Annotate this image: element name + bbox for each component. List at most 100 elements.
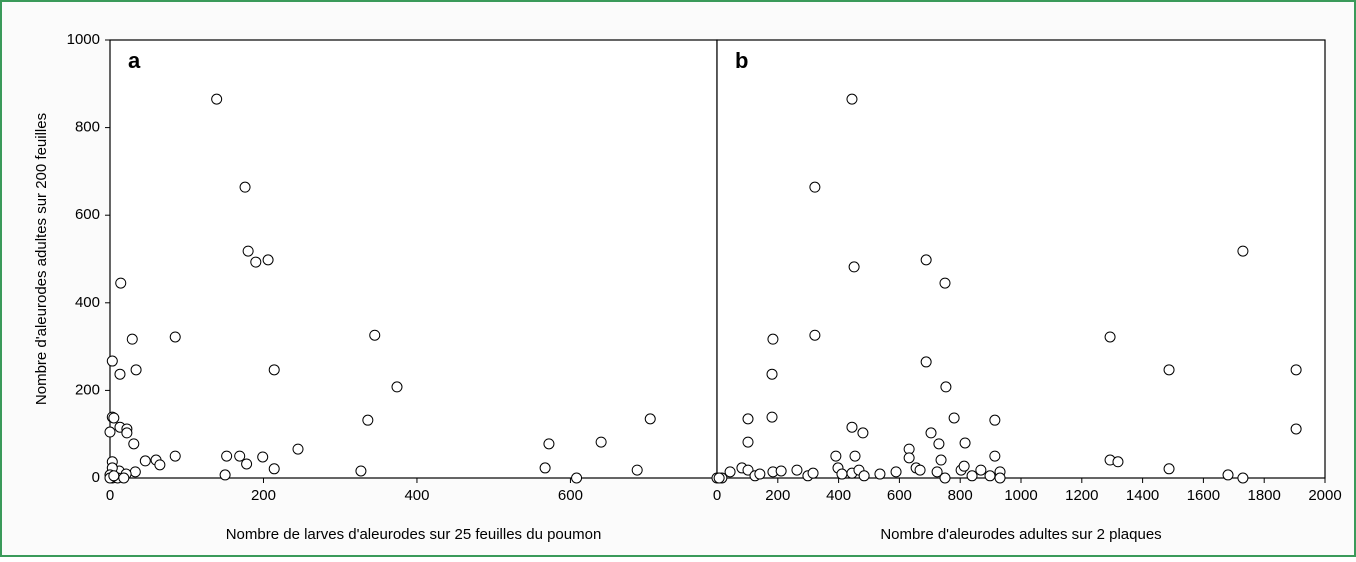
- point: [966, 470, 978, 482]
- point: [848, 261, 860, 273]
- point: [940, 381, 952, 393]
- point: [242, 245, 254, 257]
- point: [571, 472, 583, 484]
- point: [169, 450, 181, 462]
- point: [809, 181, 821, 193]
- y-tick-label: 0: [92, 469, 100, 486]
- point: [221, 450, 233, 462]
- point: [766, 368, 778, 380]
- point: [830, 450, 842, 462]
- y-tick-label: 1000: [67, 31, 100, 48]
- point: [292, 443, 304, 455]
- point: [118, 472, 130, 484]
- point: [920, 356, 932, 368]
- point: [935, 454, 947, 466]
- point: [631, 464, 643, 476]
- point: [846, 93, 858, 105]
- point: [807, 467, 819, 479]
- point: [742, 464, 754, 476]
- y-tick-label: 200: [75, 381, 100, 398]
- point: [914, 464, 926, 476]
- panel-label: b: [735, 48, 748, 73]
- x-tick-label: 2000: [1308, 487, 1341, 504]
- point: [257, 451, 269, 463]
- point: [250, 256, 262, 268]
- x-tick-label: 1200: [1065, 487, 1098, 504]
- point: [115, 277, 127, 289]
- point: [925, 427, 937, 439]
- point: [106, 355, 118, 367]
- point: [114, 368, 126, 380]
- point: [1237, 245, 1249, 257]
- point: [595, 436, 607, 448]
- point: [724, 466, 736, 478]
- point: [1290, 364, 1302, 376]
- point: [1290, 423, 1302, 435]
- x-tick-label: 0: [713, 487, 721, 504]
- point: [766, 411, 778, 423]
- point: [268, 364, 280, 376]
- point: [989, 450, 1001, 462]
- point: [767, 333, 779, 345]
- x-tick-label: 1400: [1126, 487, 1159, 504]
- point: [836, 468, 848, 480]
- x-axis-label: Nombre de larves d'aleurodes sur 25 feui…: [226, 526, 602, 543]
- point: [1112, 456, 1124, 468]
- point: [890, 466, 902, 478]
- point: [539, 462, 551, 474]
- point: [713, 472, 725, 484]
- x-tick-label: 600: [558, 487, 583, 504]
- point: [139, 455, 151, 467]
- x-tick-label: 400: [404, 487, 429, 504]
- point: [262, 254, 274, 266]
- y-tick-label: 400: [75, 294, 100, 311]
- x-tick-label: 400: [826, 487, 851, 504]
- point: [874, 468, 886, 480]
- point: [104, 426, 116, 438]
- x-tick-label: 0: [106, 487, 114, 504]
- point: [543, 438, 555, 450]
- point: [959, 437, 971, 449]
- point: [903, 452, 915, 464]
- point: [108, 470, 120, 482]
- plot-area: [109, 39, 718, 479]
- x-tick-label: 1600: [1187, 487, 1220, 504]
- point: [994, 472, 1006, 484]
- point: [846, 421, 858, 433]
- point: [1104, 331, 1116, 343]
- point: [958, 460, 970, 472]
- x-tick-label: 600: [887, 487, 912, 504]
- point: [948, 412, 960, 424]
- point: [920, 254, 932, 266]
- point: [975, 464, 987, 476]
- point: [849, 450, 861, 462]
- plot-area: [716, 39, 1326, 479]
- point: [108, 412, 120, 424]
- point: [809, 329, 821, 341]
- point: [355, 465, 367, 477]
- x-axis-label: Nombre d'aleurodes adultes sur 2 plaques: [880, 526, 1161, 543]
- point: [989, 414, 1001, 426]
- point: [234, 450, 246, 462]
- point: [219, 469, 231, 481]
- point: [241, 458, 253, 470]
- point: [1237, 472, 1249, 484]
- point: [211, 93, 223, 105]
- point: [939, 277, 951, 289]
- point: [128, 438, 140, 450]
- point: [1222, 469, 1234, 481]
- point: [644, 413, 656, 425]
- point: [126, 333, 138, 345]
- point: [239, 181, 251, 193]
- point: [742, 413, 754, 425]
- point: [268, 463, 280, 475]
- point: [858, 470, 870, 482]
- point: [362, 414, 374, 426]
- point: [129, 466, 141, 478]
- x-tick-label: 1000: [1004, 487, 1037, 504]
- y-tick-label: 600: [75, 206, 100, 223]
- point: [775, 465, 787, 477]
- point: [857, 427, 869, 439]
- point: [369, 329, 381, 341]
